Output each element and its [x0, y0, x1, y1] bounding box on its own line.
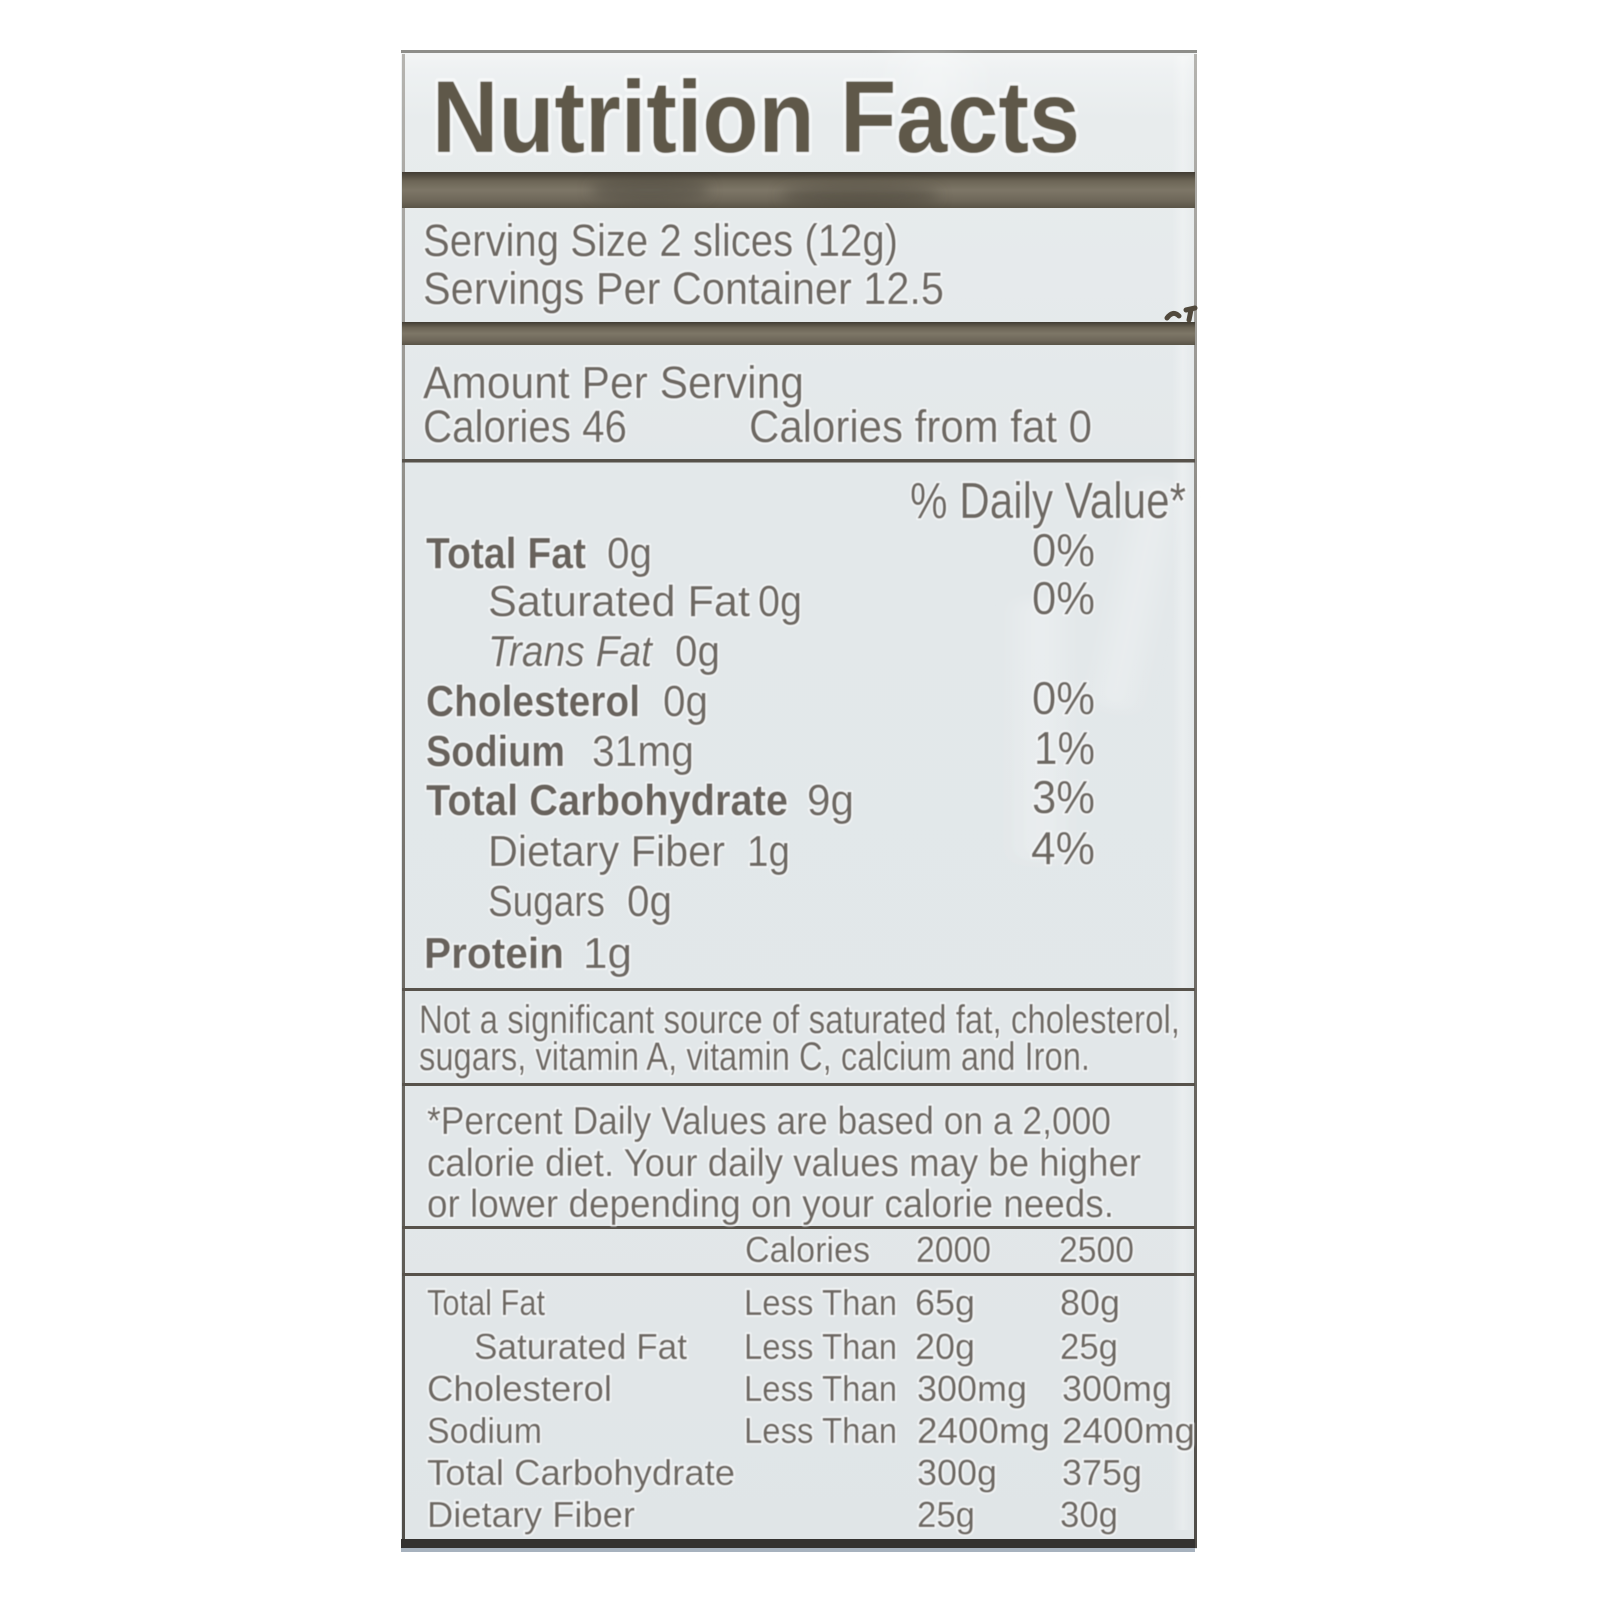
- svg-text:300g: 300g: [917, 1452, 997, 1493]
- svg-text:1g: 1g: [583, 929, 632, 978]
- svg-text:65g: 65g: [915, 1282, 975, 1323]
- svg-text:300mg: 300mg: [1062, 1368, 1172, 1409]
- svg-text:2000: 2000: [916, 1229, 991, 1270]
- svg-text:20g: 20g: [915, 1326, 975, 1367]
- svg-text:Nutrition Facts: Nutrition Facts: [432, 60, 1080, 174]
- svg-text:Less Than: Less Than: [744, 1368, 897, 1409]
- svg-text:Sodium: Sodium: [426, 727, 565, 776]
- svg-text:25g: 25g: [917, 1494, 975, 1535]
- svg-text:Protein: Protein: [424, 929, 564, 978]
- svg-text:2400mg: 2400mg: [917, 1410, 1050, 1451]
- svg-text:Serving Size 2 slices (12g): Serving Size 2 slices (12g): [423, 215, 898, 266]
- svg-text:Amount Per Serving: Amount Per Serving: [423, 357, 804, 408]
- svg-text:0g: 0g: [758, 577, 802, 626]
- svg-text:0g: 0g: [663, 677, 708, 726]
- svg-text:Trans Fat: Trans Fat: [488, 627, 654, 676]
- svg-text:Total Fat: Total Fat: [427, 1282, 545, 1323]
- svg-text:Total Carbohydrate: Total Carbohydrate: [426, 776, 788, 825]
- svg-text:*Percent Daily Values are base: *Percent Daily Values are based on a 2,0…: [427, 1100, 1111, 1143]
- svg-text:calorie diet. Your daily value: calorie diet. Your daily values may be h…: [427, 1142, 1141, 1185]
- svg-text:4%: 4%: [1031, 822, 1095, 874]
- svg-text:25g: 25g: [1060, 1326, 1118, 1367]
- svg-text:Saturated Fat: Saturated Fat: [474, 1326, 687, 1367]
- svg-text:30g: 30g: [1060, 1494, 1118, 1535]
- svg-text:1%: 1%: [1034, 722, 1095, 774]
- svg-text:Calories 46: Calories 46: [423, 401, 627, 452]
- svg-text:375g: 375g: [1062, 1452, 1142, 1493]
- svg-text:Total Carbohydrate: Total Carbohydrate: [427, 1452, 735, 1493]
- svg-text:31mg: 31mg: [592, 727, 694, 776]
- svg-text:Less Than: Less Than: [744, 1326, 897, 1367]
- svg-text:Calories: Calories: [745, 1229, 870, 1270]
- svg-text:3%: 3%: [1032, 771, 1095, 823]
- svg-text:300mg: 300mg: [917, 1368, 1027, 1409]
- svg-text:Dietary Fiber: Dietary Fiber: [427, 1494, 635, 1535]
- svg-text:Not a significant source of sa: Not a significant source of saturated fa…: [419, 998, 1180, 1042]
- svg-text:Cholesterol: Cholesterol: [427, 1368, 612, 1409]
- svg-text:Cholesterol: Cholesterol: [426, 677, 640, 726]
- svg-text:0g: 0g: [627, 877, 672, 926]
- svg-text:0g: 0g: [675, 627, 720, 676]
- svg-text:0%: 0%: [1032, 572, 1095, 624]
- svg-text:sugars, vitamin A, vitamin C,: sugars, vitamin A, vitamin C, calcium an…: [419, 1035, 1090, 1079]
- svg-text:9g: 9g: [807, 776, 854, 825]
- svg-text:Servings Per Container 12.5: Servings Per Container 12.5: [423, 263, 944, 314]
- svg-text:1g: 1g: [747, 827, 790, 876]
- svg-text:Calories from fat 0: Calories from fat 0: [749, 401, 1092, 452]
- svg-text:Dietary Fiber: Dietary Fiber: [488, 827, 725, 876]
- svg-text:80g: 80g: [1060, 1282, 1120, 1323]
- svg-text:0g: 0g: [607, 529, 652, 578]
- svg-text:Saturated Fat: Saturated Fat: [488, 577, 750, 626]
- svg-text:0%: 0%: [1032, 524, 1095, 576]
- svg-text:or lower depending on your cal: or lower depending on your calorie needs…: [427, 1183, 1114, 1226]
- svg-text:2400mg: 2400mg: [1062, 1410, 1195, 1451]
- svg-text:Total Fat: Total Fat: [426, 529, 586, 578]
- svg-text:Sodium: Sodium: [427, 1410, 542, 1451]
- svg-text:2500: 2500: [1059, 1229, 1134, 1270]
- svg-text:Less Than: Less Than: [744, 1282, 897, 1323]
- svg-text:Less Than: Less Than: [744, 1410, 897, 1451]
- svg-text:0%: 0%: [1032, 672, 1095, 724]
- svg-text:Sugars: Sugars: [488, 877, 605, 926]
- svg-text:% Daily Value*: % Daily Value*: [910, 472, 1186, 529]
